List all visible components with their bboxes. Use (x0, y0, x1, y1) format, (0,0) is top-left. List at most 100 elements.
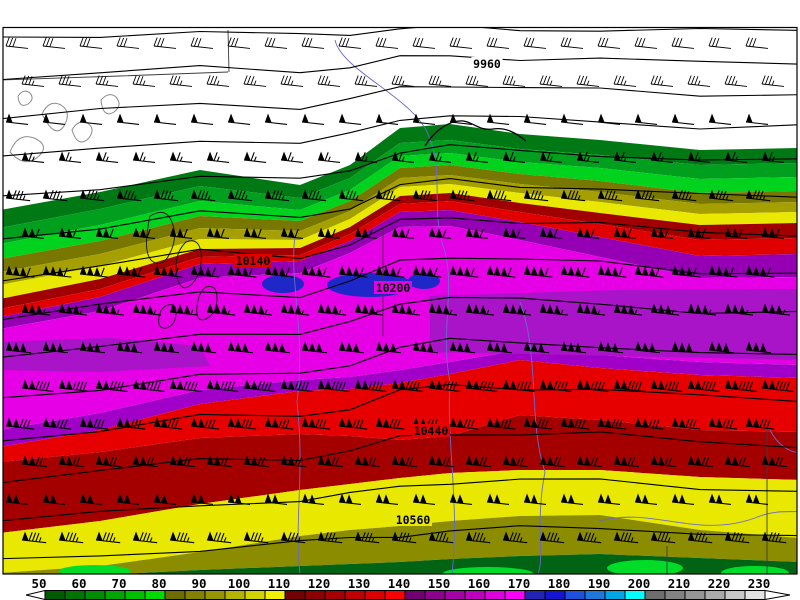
isotach-band-purple-upper (3, 210, 797, 329)
colorbar-tick-label: 180 (548, 576, 571, 591)
coastline (424, 120, 527, 147)
colorbar-segment (264, 590, 286, 600)
colorbar-tick-label: 110 (268, 576, 291, 591)
colorbar-tick-label: 120 (308, 576, 331, 591)
colorbar-tick-label: 220 (708, 576, 731, 591)
colorbar-segment (284, 590, 306, 600)
height-contour (3, 257, 797, 321)
colorbar-right-arrow (764, 589, 791, 600)
colorbar-segment (604, 590, 626, 600)
colorbar-segment (724, 590, 746, 600)
colorbar-segment (524, 590, 546, 600)
height-label: 10200 (376, 281, 411, 295)
isotach-band-red-dark-upper (3, 193, 797, 309)
colorbar-tick-label: 230 (748, 576, 771, 591)
height-label: 10140 (236, 254, 271, 268)
height-contour (3, 144, 797, 197)
height-contour (3, 478, 797, 522)
height-contour (3, 27, 797, 38)
lake-outline (196, 286, 218, 321)
lake-outline (146, 211, 175, 264)
colorbar-segment (44, 590, 66, 600)
colorbar-segment (164, 590, 186, 600)
river-line (293, 235, 301, 574)
colorbar-segment (544, 590, 566, 600)
isotach-band-magenta-core (3, 226, 797, 430)
colorbar-tick-label: 140 (388, 576, 411, 591)
colorbar-segment (384, 590, 406, 600)
isotach-band-green (3, 140, 797, 244)
map-border (2, 26, 798, 575)
colorbar-segment (244, 590, 266, 600)
colorbar-segment (564, 590, 586, 600)
colorbar-segment (124, 590, 146, 600)
height-label: 10560 (396, 513, 431, 527)
lake-outline (17, 90, 33, 106)
colorbar-segment (424, 590, 446, 600)
isotach-band-red-upper (3, 201, 797, 317)
lake-outline (175, 240, 202, 289)
colorbar-segment (324, 590, 346, 600)
political-border (227, 29, 230, 73)
map-layers: 9960 10140 10200 10440 10560 (3, 27, 797, 574)
colorbar-tick-label: 130 (348, 576, 371, 591)
colorbar-segment (84, 590, 106, 600)
wind-barbs (5, 37, 794, 544)
isotach-band-green-dark (3, 124, 797, 228)
isotach-bands (3, 124, 797, 574)
colorbar-segment (464, 590, 486, 600)
river-line (519, 301, 546, 574)
bottom-green-patches (59, 560, 789, 574)
colorbar-tick-label: 170 (508, 576, 531, 591)
isotach-band-green-dark-lower (3, 554, 797, 574)
isotach-band-olive-lower (3, 515, 797, 574)
height-contour (3, 178, 797, 240)
colorbar-tick-label: 200 (628, 576, 651, 591)
colorbar-tick-label: 60 (71, 576, 86, 591)
isotach-band-olive-dark (3, 165, 797, 272)
colorbar-segment (344, 590, 366, 600)
isotach-band-green-bright (3, 153, 797, 259)
colorbar-segment (664, 590, 686, 600)
colorbar-tick-label: 210 (668, 576, 691, 591)
colorbar-segment (744, 590, 766, 600)
colorbar-segment (104, 590, 126, 600)
colorbar-segment (704, 590, 726, 600)
colorbar-segment (484, 590, 506, 600)
colorbar-segment (304, 590, 326, 600)
colorbar-tick-label: 150 (428, 576, 451, 591)
lake-outline (71, 121, 93, 143)
height-label: 9960 (473, 57, 501, 71)
colorbar-segment (444, 590, 466, 600)
colorbar-segment (224, 590, 246, 600)
colorbar-tick-label: 80 (151, 576, 166, 591)
colorbar-segment (644, 590, 666, 600)
colorbar-segment (364, 590, 386, 600)
political-border (3, 71, 229, 81)
colorbar-segment (624, 590, 646, 600)
colorbar-segment (404, 590, 426, 600)
colorbar-segment (584, 590, 606, 600)
isotach-band-red-bright-lower (3, 360, 797, 462)
lake-outline (9, 136, 44, 163)
lake-outline (100, 94, 120, 115)
height-contour-labels: 9960 10140 10200 10440 10560 (234, 57, 503, 527)
height-contour (3, 431, 797, 484)
colorbar-tick-label: 70 (111, 576, 126, 591)
colorbar-tick-label: 50 (31, 576, 46, 591)
colorbar-left-arrow (25, 589, 46, 600)
height-contour (3, 115, 797, 157)
colorbar-segment (504, 590, 526, 600)
colorbar-segment (684, 590, 706, 600)
colorbar-segment (184, 590, 206, 600)
height-contour (3, 55, 797, 81)
colorbar-tick-label: 90 (191, 576, 206, 591)
colorbar-segment (204, 590, 226, 600)
colorbar-segment (64, 590, 86, 600)
colorbar-tick-label: 160 (468, 576, 491, 591)
height-contours (3, 27, 797, 560)
colorbar: 50 60 70 80 90 100 110 120 130 140 150 160 170 180 190… (25, 576, 791, 600)
colorbar-tick-label: 190 (588, 576, 611, 591)
